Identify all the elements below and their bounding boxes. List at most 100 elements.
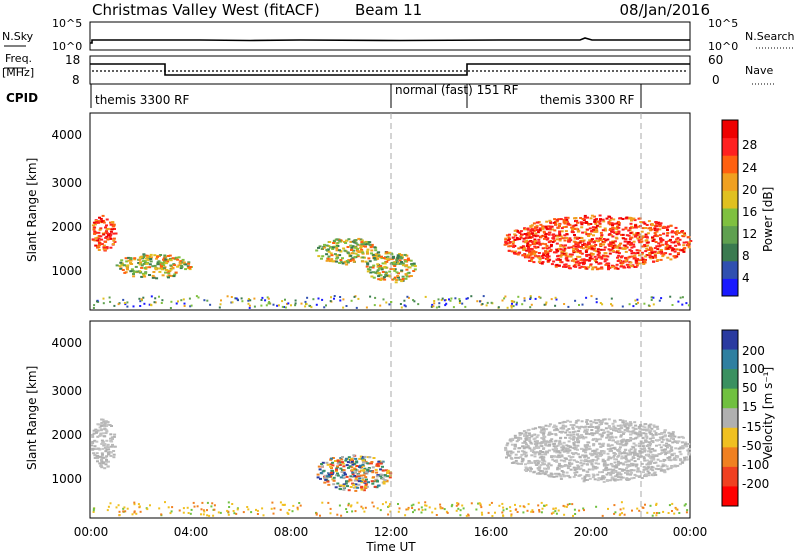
- power-cell: [93, 230, 97, 233]
- velocity-cell: [638, 430, 642, 433]
- velocity-cell: [556, 444, 560, 447]
- velocity-cell: [341, 456, 344, 458]
- velocity-cell: [558, 474, 562, 477]
- power-cell: [332, 240, 336, 243]
- velocity-cell: [542, 447, 545, 450]
- velocity-cell: [634, 427, 638, 430]
- velocity-cell: [467, 514, 470, 517]
- power-cell: [636, 232, 640, 234]
- power-cell: [627, 234, 631, 237]
- power-cell: [549, 240, 553, 242]
- velocity-cell: [624, 448, 628, 451]
- power-cell: [554, 223, 558, 226]
- power-cell: [241, 300, 244, 303]
- velocity-cell: [351, 468, 354, 471]
- velocity-cell: [620, 427, 624, 430]
- power-cell: [312, 298, 315, 301]
- velocity-cell: [324, 474, 327, 477]
- power-cell: [183, 302, 186, 305]
- beam-label: Beam 11: [355, 1, 422, 19]
- velocity-cell: [202, 513, 205, 516]
- power-cell: [573, 241, 577, 244]
- power-cell: [527, 231, 531, 234]
- velocity-cell: [583, 509, 585, 512]
- velocity-cell: [105, 420, 109, 423]
- velocity-cell: [665, 442, 669, 445]
- power-cell: [671, 235, 675, 238]
- power-cell: [146, 258, 150, 261]
- velocity-cell: [571, 431, 575, 434]
- velocity-cell: [100, 458, 104, 461]
- power-cell: [562, 249, 565, 252]
- velocity-cell: [362, 469, 366, 472]
- velocity-cell: [579, 459, 583, 462]
- power-cell: [597, 267, 601, 270]
- velocity-cell: [650, 440, 654, 442]
- power-cell: [381, 262, 385, 265]
- power-cell: [129, 259, 133, 262]
- power-cell: [342, 306, 345, 309]
- velocity-cell: [625, 467, 628, 470]
- power-cell: [599, 302, 602, 304]
- power-cell: [583, 216, 587, 219]
- power-cell: [588, 258, 592, 261]
- power-cell: [545, 238, 549, 241]
- power-cell: [407, 296, 410, 299]
- power-cell: [572, 250, 576, 252]
- power-cell: [611, 249, 615, 252]
- velocity-cell: [548, 423, 552, 426]
- velocity-cell: [654, 467, 658, 470]
- power-cell: [190, 304, 193, 307]
- power-cell: [530, 241, 534, 243]
- velocity-cell: [611, 465, 615, 468]
- velocity-cell: [624, 444, 628, 447]
- power-cell: [576, 260, 580, 263]
- power-cell: [175, 302, 178, 305]
- power-cell: [591, 253, 595, 256]
- power-cell: [328, 260, 332, 263]
- power-cell: [393, 265, 397, 267]
- power-cell: [127, 256, 131, 259]
- velocity-cell: [649, 504, 652, 507]
- velocity-cell: [412, 511, 414, 514]
- velocity-cell: [372, 505, 375, 508]
- velocity-cell: [318, 468, 322, 471]
- velocity-cell: [612, 454, 616, 457]
- velocity-cell: [530, 435, 534, 438]
- power-cell: [593, 249, 597, 252]
- velocity-cell: [339, 457, 343, 460]
- cpid-segment-3: themis 3300 RF: [540, 93, 634, 107]
- power-cell: [673, 256, 677, 259]
- power-cell: [148, 274, 151, 276]
- velocity-cell: [591, 476, 595, 479]
- velocity-cell: [594, 421, 598, 424]
- velocity-cell: [626, 473, 629, 476]
- velocity-cell: [104, 463, 108, 466]
- velocity-cell: [649, 437, 653, 440]
- power-cell: [638, 249, 642, 252]
- velocity-cell: [613, 461, 617, 464]
- power-cell: [571, 228, 574, 231]
- power-cell: [126, 268, 129, 271]
- power-cell: [371, 253, 375, 256]
- velocity-cell: [342, 477, 346, 479]
- velocity-cell: [336, 474, 340, 477]
- velocity-cell: [336, 465, 339, 468]
- velocity-cell: [233, 512, 236, 515]
- frequency-panel: Freq. [MHz] 18 8 60 0 Nave: [2, 52, 774, 87]
- velocity-cell: [678, 459, 682, 462]
- velocity-cell: [118, 514, 121, 516]
- power-cell: [666, 225, 670, 228]
- velocity-cell: [450, 505, 453, 508]
- velocity-cell: [373, 485, 377, 488]
- velocity-cell: [108, 424, 112, 426]
- velocity-cell: [629, 462, 633, 465]
- power-cell: [620, 264, 623, 267]
- power-cell: [533, 245, 537, 248]
- velocity-cell: [651, 434, 655, 436]
- power-cell: [142, 262, 146, 265]
- power-cell: [364, 243, 368, 246]
- power-cell: [657, 221, 661, 224]
- power-cell: [146, 256, 150, 258]
- velocity-y-tick-1000: 1000: [51, 472, 82, 486]
